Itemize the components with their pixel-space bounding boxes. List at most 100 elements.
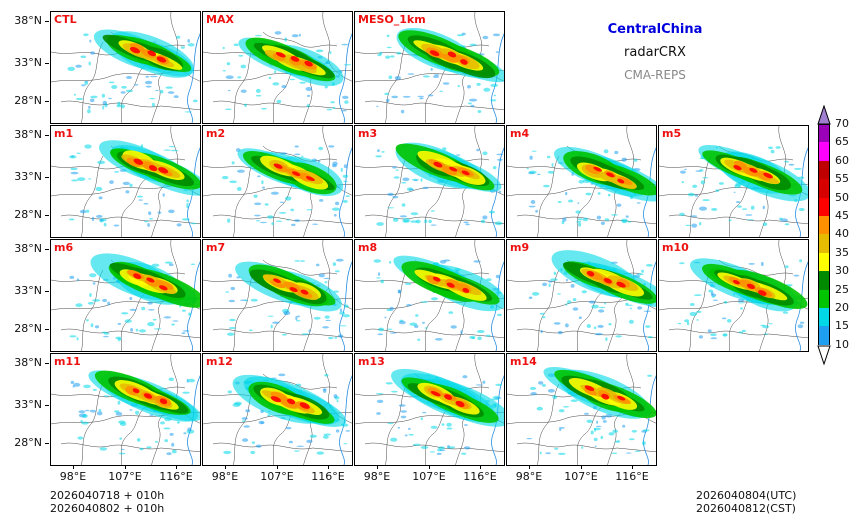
echo-cell bbox=[677, 322, 682, 325]
boundary-line bbox=[60, 100, 200, 111]
echo-cell bbox=[721, 334, 729, 336]
echo-cell bbox=[535, 209, 538, 213]
echo-cell bbox=[462, 375, 468, 379]
coastline bbox=[491, 33, 504, 123]
echo-cell bbox=[254, 214, 261, 217]
echo-cell bbox=[467, 84, 471, 89]
echo-layer bbox=[290, 56, 300, 62]
ensemble-panel: MAX bbox=[202, 11, 353, 124]
longitude-label: 116°E bbox=[311, 470, 345, 483]
echo-cell bbox=[83, 384, 91, 389]
echo-cell bbox=[590, 430, 594, 435]
boundary-line bbox=[385, 41, 408, 123]
echo-cell bbox=[98, 196, 103, 200]
echo-layer bbox=[146, 277, 155, 283]
echo-layer bbox=[280, 398, 298, 409]
echo-cell bbox=[337, 334, 344, 338]
echo-cell bbox=[410, 220, 418, 223]
echo-cell bbox=[581, 290, 587, 294]
echo-cell bbox=[402, 177, 410, 182]
echo-cell bbox=[578, 179, 585, 184]
echo-cell bbox=[768, 323, 773, 325]
boundary-line bbox=[385, 269, 408, 351]
echo-cell bbox=[79, 209, 87, 214]
echo-cell bbox=[446, 427, 453, 430]
panel-map bbox=[507, 240, 656, 351]
boundary-line bbox=[212, 214, 352, 225]
echo-cell bbox=[249, 329, 253, 331]
ensemble-panel: m7 bbox=[202, 239, 353, 352]
echo-cell bbox=[447, 445, 450, 448]
echo-cell bbox=[294, 260, 301, 262]
echo-cell bbox=[255, 444, 262, 448]
echo-cell bbox=[143, 202, 149, 205]
echo-cell bbox=[636, 273, 644, 276]
init-time-line2: 2026040802 + 010h bbox=[50, 502, 165, 515]
echo-cell bbox=[760, 324, 766, 326]
echo-cell bbox=[77, 436, 84, 440]
echo-cell bbox=[439, 90, 444, 93]
echo-cell bbox=[568, 199, 574, 203]
echo-layer bbox=[749, 167, 758, 173]
echo-cell bbox=[222, 46, 225, 50]
echo-cell bbox=[562, 217, 567, 222]
echo-cell bbox=[125, 190, 130, 194]
echo-cell bbox=[585, 192, 592, 196]
echo-cell bbox=[291, 34, 299, 38]
echo-cell bbox=[694, 194, 698, 197]
echo-layer bbox=[444, 394, 453, 400]
echo-cell bbox=[166, 452, 172, 456]
echo-cell bbox=[319, 199, 324, 202]
boundary-line bbox=[516, 328, 656, 339]
latitude-tick bbox=[45, 443, 49, 444]
echo-cell bbox=[243, 425, 250, 428]
radar-echo bbox=[677, 258, 808, 340]
echo-cell bbox=[89, 273, 97, 278]
echo-cell bbox=[432, 75, 440, 78]
longitude-tick bbox=[225, 465, 226, 469]
echo-cell bbox=[147, 309, 155, 311]
echo-cell bbox=[172, 320, 179, 322]
echo-cell bbox=[144, 80, 153, 85]
echo-cell bbox=[343, 443, 348, 445]
echo-cell bbox=[245, 409, 251, 413]
echo-cell bbox=[565, 191, 568, 196]
echo-cell bbox=[542, 282, 548, 287]
panel-label: m3 bbox=[358, 127, 378, 140]
echo-cell bbox=[190, 263, 195, 266]
echo-cell bbox=[614, 150, 619, 155]
echo-layer bbox=[586, 270, 595, 277]
echo-cell bbox=[84, 144, 92, 149]
latitude-tick bbox=[45, 249, 49, 250]
echo-cell bbox=[76, 152, 81, 154]
valid-time-utc: 2026040804(UTC) bbox=[696, 489, 797, 502]
echo-cell bbox=[148, 211, 152, 216]
echo-cell bbox=[90, 95, 98, 99]
echo-cell bbox=[139, 329, 146, 333]
echo-cell bbox=[270, 191, 279, 195]
longitude-label: 107°E bbox=[564, 470, 598, 483]
echo-cell bbox=[313, 316, 321, 320]
echo-cell bbox=[237, 76, 242, 79]
echo-cell bbox=[456, 154, 461, 156]
echo-cell bbox=[332, 207, 340, 211]
latitude-label: 38°N bbox=[14, 356, 42, 369]
echo-cell bbox=[375, 393, 384, 395]
longitude-label: 116°E bbox=[159, 470, 193, 483]
echo-cell bbox=[86, 319, 89, 322]
latitude-tick bbox=[45, 21, 49, 22]
echo-cell bbox=[746, 219, 754, 221]
panel-map bbox=[203, 12, 352, 123]
panel-label: m5 bbox=[662, 127, 682, 140]
panel-label: m14 bbox=[510, 355, 537, 368]
echo-cell bbox=[241, 417, 248, 420]
echo-cell bbox=[536, 406, 543, 411]
longitude-tick bbox=[429, 465, 430, 469]
echo-cell bbox=[740, 307, 743, 310]
boundary-line bbox=[81, 41, 104, 123]
echo-cell bbox=[173, 95, 179, 98]
echo-layer bbox=[449, 166, 458, 172]
echo-cell bbox=[68, 218, 75, 221]
echo-cell bbox=[457, 34, 464, 37]
echo-cell bbox=[135, 328, 139, 332]
